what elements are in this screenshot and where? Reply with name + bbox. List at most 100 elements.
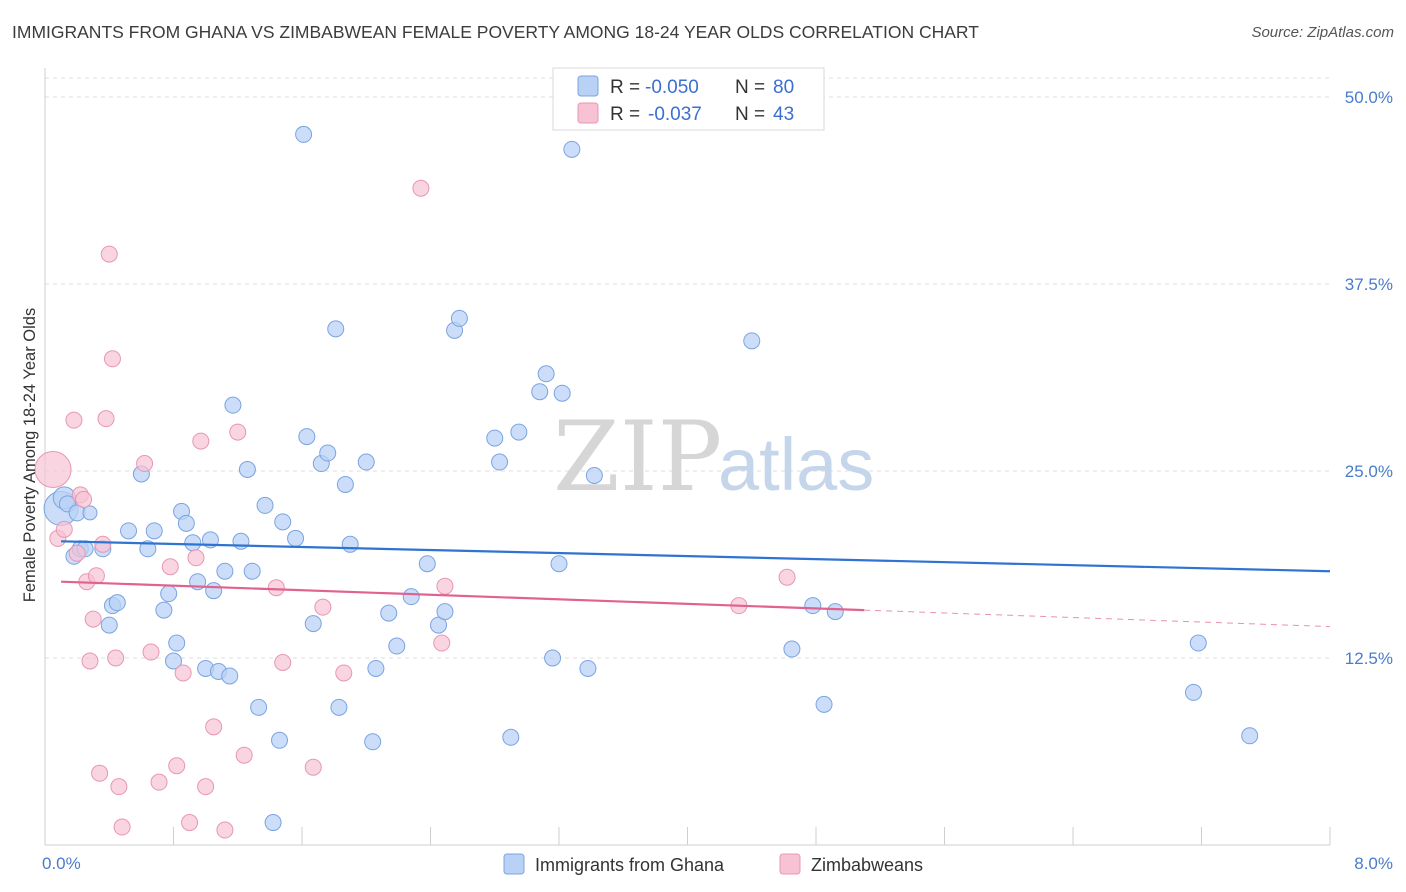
zim-point-15: [103, 350, 121, 368]
zim-point-20: [142, 643, 160, 661]
bottom-legend-swatch-zim: [779, 853, 801, 875]
ghana-point-76: [826, 603, 844, 621]
y-tick-label-2: 37.5%: [1345, 275, 1393, 294]
zim-point-35: [304, 758, 322, 776]
ghana-point-74: [804, 597, 822, 615]
ghana-point-35: [256, 496, 274, 514]
ghana-point-62: [502, 728, 520, 746]
ghana-point-69: [563, 140, 581, 158]
ghana-point-67: [550, 555, 568, 573]
ghana-point-22: [184, 534, 202, 552]
ghana-point-7: [82, 505, 98, 521]
ghana-point-9: [100, 616, 118, 634]
ghana-point-16: [155, 601, 173, 619]
trend-line-ghana: [61, 540, 1331, 573]
legend-r-value-zim: -0.037: [648, 104, 702, 125]
source-label: Source: ZipAtlas.com: [1251, 24, 1394, 41]
ghana-point-59: [450, 309, 468, 327]
zim-point-24: [174, 664, 192, 682]
ghana-point-50: [364, 733, 382, 751]
zim-point-8: [81, 652, 99, 670]
grid-lines: [45, 77, 1330, 659]
ghana-point-31: [232, 532, 250, 550]
zim-point-27: [192, 432, 210, 450]
ghana-point-72: [743, 332, 761, 350]
ghana-point-60: [486, 429, 504, 447]
zim-point-18: [113, 818, 131, 836]
bottom-legend-swatch-ghana: [503, 853, 525, 875]
bottom-legend-label-zim: Zimbabweans: [811, 855, 923, 875]
ghana-point-14: [139, 540, 157, 558]
ghana-point-68: [553, 384, 571, 402]
ghana-point-71: [585, 466, 603, 484]
zim-point-38: [412, 179, 430, 197]
ghana-point-66: [544, 649, 562, 667]
ghana-point-70: [579, 659, 597, 677]
ghana-point-51: [367, 659, 385, 677]
legend: R = -0.050 N = 80 R = -0.037 N = 43: [552, 67, 825, 131]
x-tick-label-1: 8.0%: [1354, 854, 1393, 873]
ghana-point-42: [304, 615, 322, 633]
zim-point-0: [34, 451, 72, 489]
legend-r-value-ghana: -0.050: [645, 77, 699, 98]
trend-line-zim-extension: [864, 609, 1331, 628]
ghana-point-11: [108, 594, 126, 612]
ghana-point-34: [250, 698, 268, 716]
ghana-point-41: [298, 428, 316, 446]
ghana-point-36: [264, 814, 282, 832]
ghana-point-47: [336, 475, 354, 493]
watermark-atlas: atlas: [718, 423, 874, 506]
ghana-point-26: [205, 582, 223, 600]
y-tick-label-1: 25.0%: [1345, 462, 1393, 481]
y-tick-labels: 12.5% 25.0% 37.5% 50.0%: [1345, 88, 1393, 668]
watermark-zip: ZIP: [553, 401, 722, 513]
y-axis-label: Female Poverty Among 18-24 Year Olds: [21, 308, 39, 602]
ghana-point-40: [295, 125, 313, 143]
zim-point-17: [110, 778, 128, 796]
zim-point-2: [55, 520, 73, 538]
zim-point-6: [75, 490, 93, 508]
zim-point-40: [436, 577, 454, 595]
zim-point-39: [433, 634, 451, 652]
zim-point-3: [65, 411, 83, 429]
ghana-point-63: [510, 423, 528, 441]
watermark: ZIP atlas: [553, 401, 874, 513]
zim-point-33: [267, 579, 285, 597]
zim-point-11: [91, 764, 109, 782]
zim-point-19: [136, 455, 154, 473]
legend-n-value-zim: 43: [773, 104, 794, 125]
ghana-point-12: [120, 522, 138, 540]
x-tick-labels: 0.0% 8.0%: [42, 854, 1393, 873]
ghana-point-18: [165, 652, 182, 670]
ghana-point-55: [418, 555, 436, 573]
zim-point-28: [197, 778, 215, 796]
ghana-point-33: [243, 562, 261, 580]
ghana-point-73: [783, 640, 801, 658]
ghana-point-21: [177, 514, 195, 532]
zim-point-30: [216, 821, 234, 839]
zim-point-10: [87, 567, 105, 585]
legend-swatch-zim: [577, 102, 599, 124]
ghana-point-37: [271, 731, 289, 749]
ghana-point-78: [1189, 634, 1207, 652]
zim-point-14: [100, 245, 118, 263]
y-tick-label-3: 50.0%: [1345, 88, 1393, 107]
ghana-point-17: [160, 585, 178, 603]
ghana-point-53: [388, 637, 406, 655]
bottom-legend: Immigrants from Ghana Zimbabweans: [503, 853, 923, 875]
ghana-point-44: [319, 444, 337, 462]
ghana-point-54: [402, 588, 420, 606]
ghana-point-49: [357, 453, 375, 471]
zim-point-37: [335, 664, 353, 682]
zim-point-25: [181, 814, 199, 832]
zim-point-31: [229, 423, 247, 441]
legend-n-label-zim: N =: [735, 104, 765, 125]
ghana-point-79: [1241, 727, 1259, 745]
zim-point-36: [314, 598, 332, 616]
ghana-point-64: [531, 383, 549, 401]
ghana-point-57: [436, 603, 454, 621]
zim-point-16: [107, 649, 125, 667]
bottom-legend-label-ghana: Immigrants from Ghana: [535, 855, 725, 875]
zim-point-4: [68, 544, 86, 562]
ghana-point-45: [327, 320, 345, 338]
